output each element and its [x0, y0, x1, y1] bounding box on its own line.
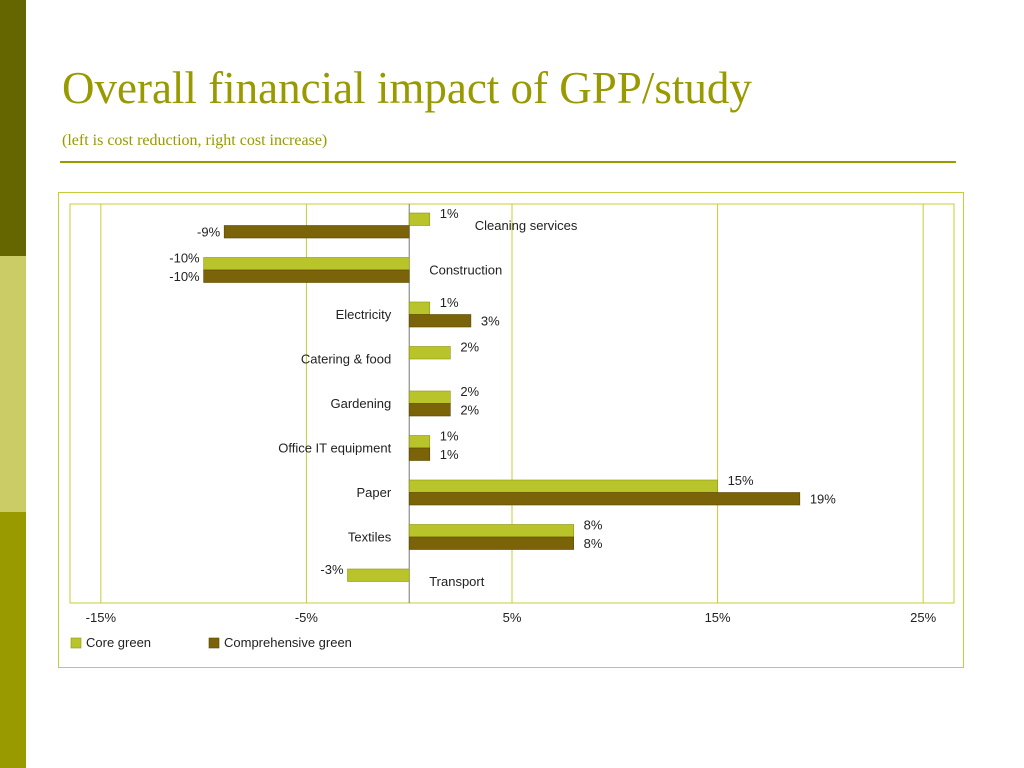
bar-core-green	[408, 346, 451, 360]
data-label: 1%	[440, 206, 459, 221]
slide-title: Overall financial impact of GPP/study	[62, 63, 752, 113]
category-label: Electricity	[336, 307, 392, 322]
data-label: 2%	[460, 339, 479, 354]
data-label: 19%	[810, 491, 836, 506]
bar-core-green	[347, 568, 410, 582]
category-label: Construction	[429, 263, 502, 278]
category-label: Catering & food	[301, 352, 391, 367]
data-label: -10%	[169, 250, 200, 265]
legend-label: Core green	[86, 635, 151, 650]
bar-core-green	[408, 390, 451, 404]
legend-swatch	[70, 637, 82, 649]
chart-frame: -15% -5% 5% 15% 25% 1% -9% Cleaning services -10…	[58, 192, 964, 668]
decorative-stripe-bottom	[0, 512, 26, 768]
data-label: 8%	[584, 517, 603, 532]
data-label: 1%	[440, 295, 459, 310]
title-divider	[60, 161, 956, 163]
bar-comprehensive-green	[408, 492, 801, 506]
bar-core-green	[408, 479, 718, 493]
category-label: Textiles	[348, 530, 392, 545]
bar-comprehensive-green	[223, 225, 410, 239]
bar-core-green	[408, 301, 431, 315]
decorative-stripe-middle	[0, 256, 26, 512]
bar-comprehensive-green	[408, 314, 472, 328]
bar-core-green	[408, 212, 431, 226]
data-label: -10%	[169, 269, 200, 284]
data-label: 2%	[460, 384, 479, 399]
x-tick-label: 5%	[503, 610, 522, 625]
data-label: 1%	[440, 428, 459, 443]
bar-comprehensive-green	[203, 269, 410, 283]
data-label: -3%	[320, 562, 344, 577]
data-label: 1%	[440, 447, 459, 462]
bar-chart: -15% -5% 5% 15% 25% 1% -9% Cleaning services -10…	[69, 203, 955, 650]
bar-core-green	[408, 435, 431, 449]
data-label: -9%	[197, 224, 221, 239]
x-tick-label: -5%	[295, 610, 319, 625]
category-label: Gardening	[330, 396, 391, 411]
data-label: 3%	[481, 313, 500, 328]
legend-swatch	[208, 637, 220, 649]
data-label: 8%	[584, 536, 603, 551]
category-label: Paper	[357, 485, 392, 500]
bar-core-green	[408, 524, 574, 538]
category-label: Office IT equipment	[278, 441, 391, 456]
data-label: 2%	[460, 402, 479, 417]
bar-comprehensive-green	[408, 536, 574, 550]
data-label: 15%	[728, 473, 754, 488]
legend-label: Comprehensive green	[224, 635, 352, 650]
bar-core-green	[203, 257, 410, 271]
category-label: Cleaning services	[475, 218, 578, 233]
bar-comprehensive-green	[408, 447, 431, 461]
x-tick-label: 15%	[705, 610, 731, 625]
bar-comprehensive-green	[408, 403, 451, 417]
x-tick-label: 25%	[910, 610, 936, 625]
slide-subtitle: (left is cost reduction, right cost incr…	[62, 132, 328, 149]
decorative-stripe-top	[0, 0, 26, 256]
category-label: Transport	[429, 574, 485, 589]
x-tick-label: -15%	[86, 610, 117, 625]
